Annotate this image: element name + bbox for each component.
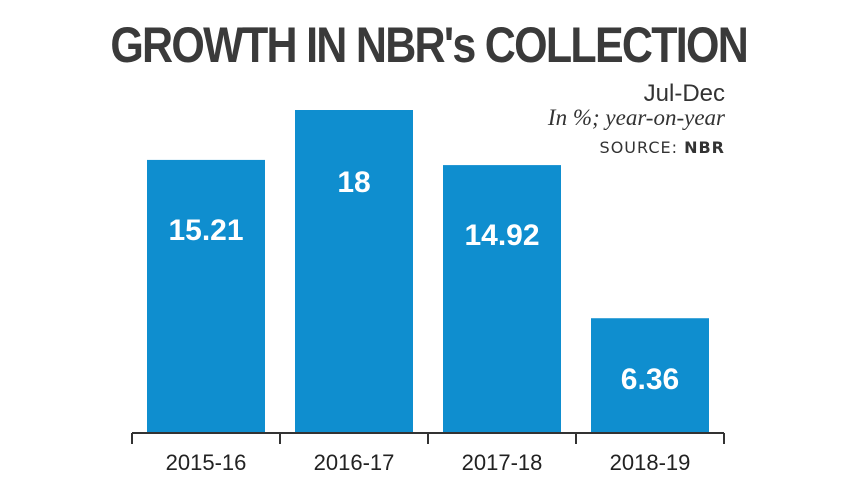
bar-value-label: 6.36 <box>621 363 679 396</box>
period-label: Jul-Dec <box>643 80 725 107</box>
x-tick-label: 2017-18 <box>462 450 543 475</box>
source-prefix: SOURCE: <box>599 138 678 157</box>
bar-value-label: 15.21 <box>168 214 243 247</box>
bar-value-label: 18 <box>337 166 370 199</box>
x-tick-label: 2015-16 <box>166 450 247 475</box>
x-tick-label: 2018-19 <box>610 450 691 475</box>
unit-label: In %; year-on-year <box>547 105 725 130</box>
bar-2016-17 <box>295 110 413 432</box>
bar-2018-19 <box>591 318 709 432</box>
source-name: NBR <box>684 138 725 157</box>
source-label: SOURCE: NBR <box>600 138 725 157</box>
x-tick-label: 2016-17 <box>314 450 395 475</box>
chart-title: GROWTH IN NBR's COLLECTION <box>110 17 748 73</box>
bar-value-label: 14.92 <box>464 219 539 252</box>
bar-2017-18 <box>443 165 561 432</box>
bar-2015-16 <box>147 159 265 432</box>
